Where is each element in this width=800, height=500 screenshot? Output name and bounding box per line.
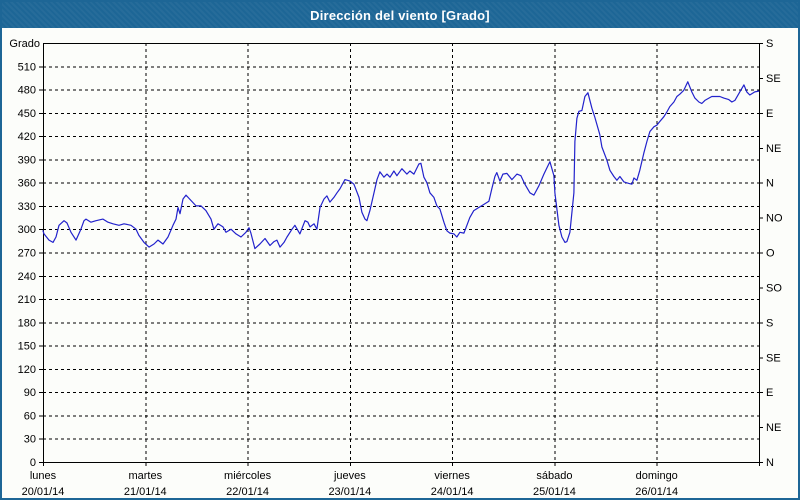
y-tick-label: 360 — [18, 178, 36, 190]
day-date-label: 23/01/14 — [328, 486, 371, 498]
y-tick-label: 300 — [18, 224, 36, 236]
y-tick-label: 480 — [18, 85, 36, 97]
y-tick-label: 0 — [30, 457, 36, 469]
wind-direction-line — [42, 81, 760, 250]
y-tick-label: 240 — [18, 271, 36, 283]
day-name-label: viernes — [434, 470, 470, 482]
day-date-label: 22/01/14 — [226, 486, 269, 498]
y-axis-title: Grado — [9, 38, 40, 50]
compass-tick-label: N — [766, 178, 774, 190]
compass-tick-label: SE — [766, 73, 781, 85]
y-tick-label: 90 — [24, 387, 36, 399]
y-tick-label: 390 — [18, 154, 36, 166]
compass-tick-label: E — [766, 108, 773, 120]
y-tick-label: 210 — [18, 294, 36, 306]
compass-tick-label: NE — [766, 143, 781, 155]
day-date-label: 20/01/14 — [22, 486, 65, 498]
day-name-label: miércoles — [224, 470, 272, 482]
y-tick-label: 150 — [18, 341, 36, 353]
plot-border — [43, 43, 760, 463]
compass-tick-label: S — [766, 38, 773, 50]
compass-tick-label: SO — [766, 282, 782, 294]
day-name-label: jueves — [333, 470, 366, 482]
day-name-label: martes — [128, 470, 162, 482]
y-tick-label: 330 — [18, 201, 36, 213]
compass-tick-label: N — [766, 457, 774, 469]
day-name-label: domingo — [636, 470, 678, 482]
y-tick-label: 270 — [18, 248, 36, 260]
day-date-label: 26/01/14 — [635, 486, 678, 498]
y-tick-label: 120 — [18, 364, 36, 376]
day-name-label: sábado — [536, 470, 572, 482]
chart-title: Dirección del viento [Grado] — [310, 7, 490, 23]
day-name-label: lunes — [30, 470, 57, 482]
y-tick-label: 450 — [18, 108, 36, 120]
y-tick-label: 30 — [24, 434, 36, 446]
title-bar: Dirección del viento [Grado] — [2, 2, 798, 28]
compass-tick-label: O — [766, 248, 775, 260]
y-tick-label: 420 — [18, 131, 36, 143]
compass-tick-label: NE — [766, 422, 781, 434]
compass-tick-label: SE — [766, 352, 781, 364]
day-date-label: 21/01/14 — [124, 486, 167, 498]
day-date-label: 25/01/14 — [533, 486, 576, 498]
compass-tick-label: NO — [766, 213, 783, 225]
compass-tick-label: E — [766, 387, 773, 399]
compass-tick-label: S — [766, 317, 773, 329]
y-tick-label: 510 — [18, 61, 36, 73]
grid-layer — [39, 43, 763, 466]
day-date-label: 24/01/14 — [431, 486, 474, 498]
y-tick-label: 180 — [18, 317, 36, 329]
y-tick-label: 60 — [24, 410, 36, 422]
